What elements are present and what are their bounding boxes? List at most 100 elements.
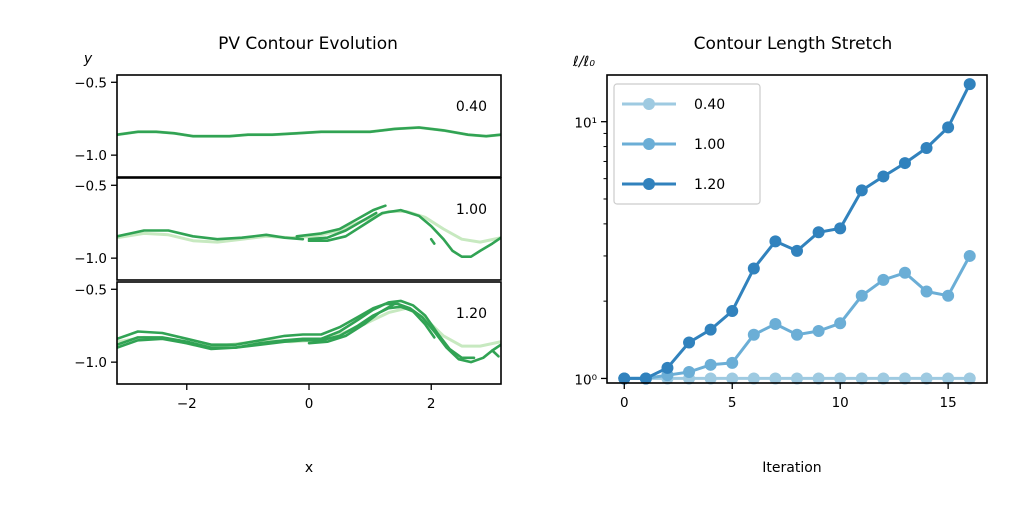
left-chart-title: PV Contour Evolution bbox=[218, 34, 398, 54]
data-point bbox=[683, 365, 696, 378]
data-point bbox=[877, 170, 890, 183]
left-y-axis-label: y bbox=[83, 51, 93, 67]
data-point bbox=[791, 328, 803, 341]
evolved-contour-line bbox=[117, 126, 501, 138]
data-point bbox=[747, 372, 760, 385]
data-point bbox=[683, 336, 696, 349]
right-chart-title: Contour Length Stretch bbox=[694, 34, 893, 54]
data-point bbox=[812, 325, 825, 338]
data-point bbox=[855, 184, 868, 197]
evolved-contour-line bbox=[117, 299, 476, 360]
right-y-axis-label: ℓ/ℓ₀ bbox=[572, 54, 595, 70]
plot-frame bbox=[606, 74, 988, 384]
stretch-chart: Contour Length Stretch ℓ/ℓ₀ Iteration 0 5… bbox=[572, 34, 988, 476]
data-point bbox=[726, 372, 739, 385]
data-point bbox=[769, 372, 782, 385]
panel-frame bbox=[116, 177, 502, 281]
contour-panel: 0.40 −0.5 −1.0 bbox=[74, 74, 502, 178]
right-x-axis-label: Iteration bbox=[762, 460, 821, 476]
evolved-contour-line bbox=[307, 302, 396, 345]
evolved-contour-line bbox=[307, 208, 501, 258]
stretch-plot-area: 0 5 10 15 10⁰ 10¹ bbox=[574, 74, 988, 411]
data-point bbox=[661, 361, 674, 374]
data-point bbox=[704, 323, 717, 336]
legend-item: 1.00 bbox=[622, 137, 725, 153]
series-line bbox=[624, 255, 972, 380]
pv-contour-chart: PV Contour Evolution y x 0.40−0.5−1.01.0… bbox=[74, 34, 502, 476]
data-point bbox=[920, 285, 933, 298]
left-x-axis: −2 0 2 bbox=[177, 384, 436, 412]
data-point bbox=[877, 273, 890, 286]
data-point bbox=[942, 289, 955, 302]
contour-lines bbox=[117, 204, 501, 258]
data-point bbox=[747, 328, 760, 341]
data-point bbox=[963, 372, 976, 385]
x-tick-label: 5 bbox=[728, 395, 737, 411]
data-point bbox=[898, 266, 911, 279]
data-point bbox=[834, 222, 847, 235]
data-point bbox=[877, 372, 890, 385]
evolved-contour-line bbox=[491, 349, 500, 358]
data-point bbox=[791, 372, 803, 385]
data-point bbox=[920, 372, 933, 385]
panel-label: 1.00 bbox=[456, 202, 487, 218]
x-tick-label: −2 bbox=[177, 396, 197, 412]
y-tick-label: −1.0 bbox=[74, 148, 107, 164]
data-point bbox=[898, 157, 911, 170]
evolved-contour-line bbox=[117, 305, 436, 351]
initial-contour-line bbox=[117, 210, 501, 244]
panel-frame bbox=[116, 74, 502, 178]
y-tick-label: 10⁰ bbox=[574, 372, 597, 388]
data-point bbox=[920, 141, 933, 154]
evolved-contour-line bbox=[307, 211, 378, 241]
x-tick-label: 15 bbox=[940, 395, 957, 411]
series-1.00 bbox=[618, 249, 976, 385]
legend-marker bbox=[643, 98, 655, 110]
legend-box bbox=[613, 83, 761, 205]
series-1.20 bbox=[618, 78, 976, 385]
y-tick-label: 10¹ bbox=[574, 116, 597, 132]
legend-label: 1.20 bbox=[694, 177, 725, 193]
contour-lines bbox=[117, 126, 501, 138]
legend-item: 1.20 bbox=[622, 177, 725, 193]
y-tick-label: −0.5 bbox=[74, 282, 107, 298]
contour-panel: 1.20 −0.5 −1.0 bbox=[74, 281, 502, 385]
y-tick-label: −0.5 bbox=[74, 75, 107, 91]
evolved-contour-line bbox=[117, 302, 501, 364]
legend-marker bbox=[643, 138, 655, 150]
data-point bbox=[747, 262, 760, 275]
data-point bbox=[812, 372, 825, 385]
data-point bbox=[769, 235, 782, 248]
legend-label: 1.00 bbox=[694, 137, 725, 153]
contour-lines bbox=[117, 299, 501, 364]
panel-label: 1.20 bbox=[456, 306, 487, 322]
legend-marker bbox=[643, 178, 655, 190]
y-tick-label: −0.5 bbox=[74, 178, 107, 194]
data-point bbox=[726, 356, 739, 369]
contour-panels: 0.40 −0.5 −1.0 1.00 −0.5 −1.0 1.20 −0.5 −1.0 bbox=[74, 74, 502, 385]
data-point bbox=[898, 372, 911, 385]
data-point bbox=[704, 372, 717, 385]
data-point bbox=[618, 372, 631, 385]
x-tick-label: 2 bbox=[427, 396, 436, 412]
y-tick-label: −1.0 bbox=[74, 251, 107, 267]
x-tick-label: 10 bbox=[832, 395, 849, 411]
data-point bbox=[834, 372, 847, 385]
data-point bbox=[834, 317, 847, 330]
data-point bbox=[639, 372, 652, 385]
data-point bbox=[942, 121, 955, 134]
x-tick-label: 0 bbox=[305, 396, 314, 412]
y-tick-label: −1.0 bbox=[74, 355, 107, 371]
panel-frame bbox=[116, 281, 502, 385]
x-tick-label: 0 bbox=[620, 395, 629, 411]
data-point bbox=[704, 358, 717, 371]
data-point bbox=[812, 226, 825, 239]
panel-label: 0.40 bbox=[456, 99, 487, 115]
evolved-contour-line bbox=[429, 237, 436, 245]
data-point bbox=[855, 372, 868, 385]
data-point bbox=[769, 317, 782, 330]
data-point bbox=[942, 372, 955, 385]
legend-item: 0.40 bbox=[622, 97, 725, 113]
data-point bbox=[855, 289, 868, 302]
legend-label: 0.40 bbox=[694, 97, 725, 113]
